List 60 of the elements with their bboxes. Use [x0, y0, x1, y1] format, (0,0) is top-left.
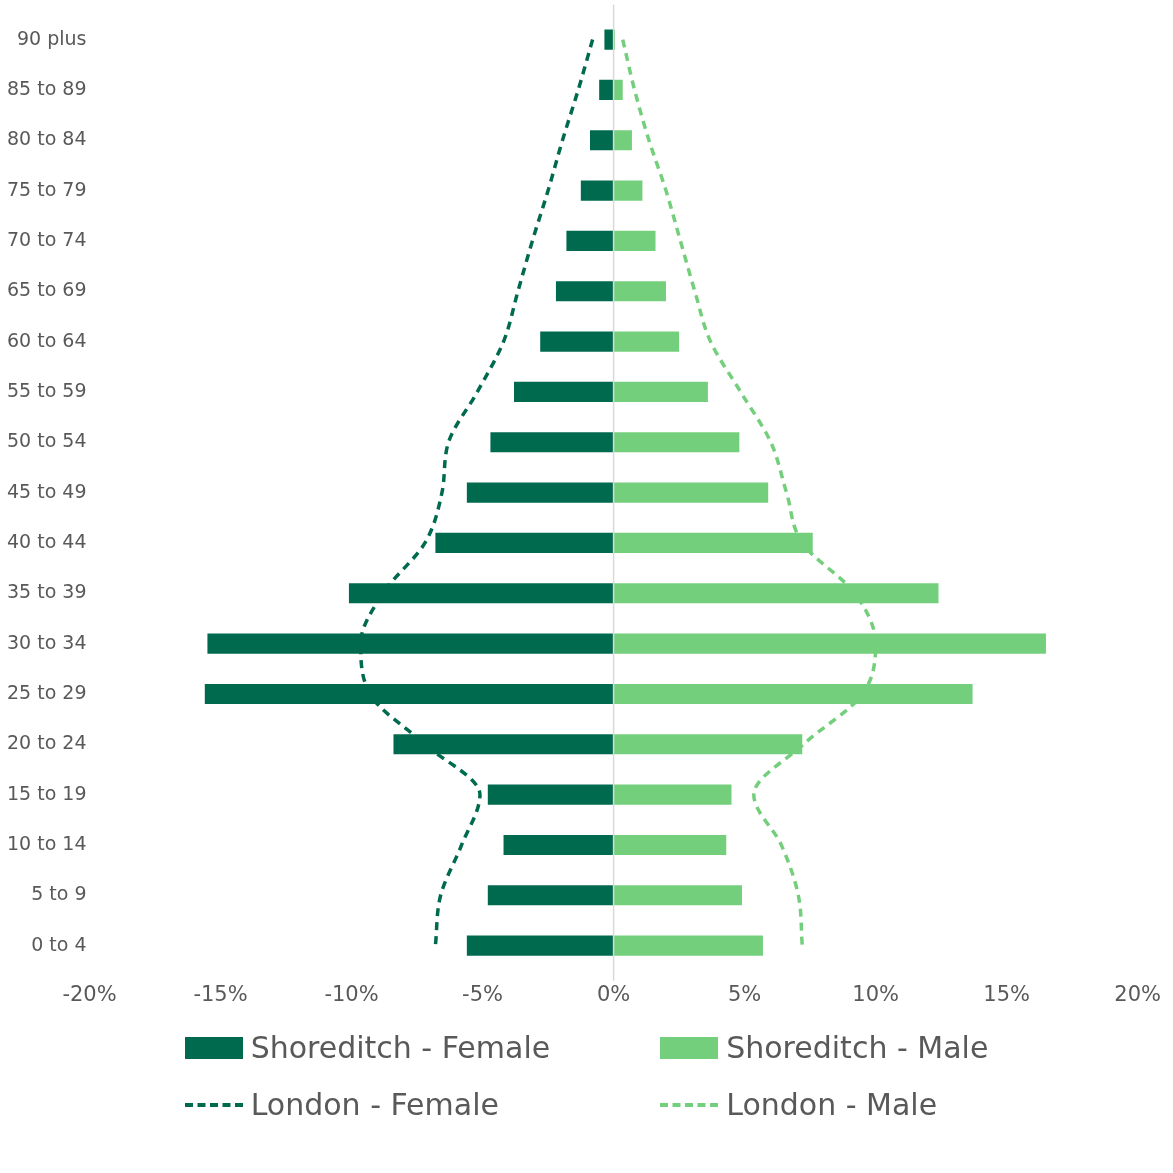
- bar: [613, 885, 742, 906]
- bar: [613, 935, 763, 956]
- y-tick-label: 85 to 89: [6, 76, 87, 99]
- bar: [487, 885, 614, 906]
- bar: [555, 281, 614, 302]
- legend-label: Shoreditch - Female: [250, 1030, 551, 1065]
- bar: [613, 834, 727, 856]
- bar: [613, 381, 708, 402]
- y-tick-label: 10 to 14: [6, 831, 87, 854]
- bar: [466, 482, 614, 503]
- x-tick-label: 5%: [727, 981, 762, 1006]
- bar: [487, 784, 614, 805]
- y-tick-label: 30 to 34: [6, 630, 87, 653]
- y-tick-label: 0 to 4: [31, 932, 87, 955]
- bar: [599, 79, 614, 100]
- y-tick-label: 90 plus: [17, 26, 87, 49]
- bar: [435, 532, 614, 553]
- bar: [613, 79, 623, 100]
- bar: [514, 381, 614, 402]
- y-tick-label: 35 to 39: [6, 580, 87, 603]
- y-tick-label: 55 to 59: [6, 378, 87, 401]
- bar: [613, 281, 666, 302]
- bar: [613, 130, 632, 151]
- y-tick-label: 80 to 84: [6, 127, 87, 150]
- legend-label: London - Male: [726, 1087, 938, 1122]
- bar: [613, 180, 643, 201]
- y-tick-label: 65 to 69: [6, 278, 87, 301]
- y-tick-label: 25 to 29: [6, 680, 87, 703]
- legend-label: London - Female: [250, 1087, 499, 1122]
- x-tick-label: -15%: [193, 981, 248, 1006]
- bar: [613, 331, 680, 352]
- x-tick-label: -5%: [462, 981, 504, 1006]
- bar: [590, 130, 614, 151]
- y-tick-label: 50 to 54: [6, 429, 87, 452]
- bar: [613, 482, 769, 503]
- y-tick-label: 40 to 44: [6, 529, 87, 552]
- x-tick-label: 15%: [983, 981, 1030, 1006]
- y-tick-label: 70 to 74: [6, 227, 87, 250]
- bar: [566, 230, 614, 251]
- y-tick-label: 60 to 64: [6, 328, 87, 351]
- bar: [490, 432, 614, 453]
- bar: [466, 935, 614, 956]
- x-tick-label: 20%: [1114, 981, 1162, 1006]
- bar: [540, 331, 614, 352]
- bar: [613, 784, 732, 805]
- x-tick-label: -20%: [62, 981, 117, 1006]
- x-tick-label: 10%: [852, 981, 899, 1006]
- y-tick-label: 5 to 9: [31, 882, 87, 905]
- x-tick-label: 0%: [596, 981, 631, 1006]
- bar: [503, 834, 614, 856]
- bar: [604, 29, 614, 50]
- bar: [613, 230, 656, 251]
- y-tick-label: 15 to 19: [6, 781, 87, 804]
- y-tick-label: 75 to 79: [6, 177, 87, 200]
- legend-label: Shoreditch - Male: [726, 1030, 989, 1065]
- x-tick-label: -10%: [324, 981, 379, 1006]
- bar: [580, 180, 614, 201]
- bar: [613, 432, 740, 453]
- y-tick-label: 45 to 49: [6, 479, 87, 502]
- y-tick-label: 20 to 24: [6, 731, 87, 754]
